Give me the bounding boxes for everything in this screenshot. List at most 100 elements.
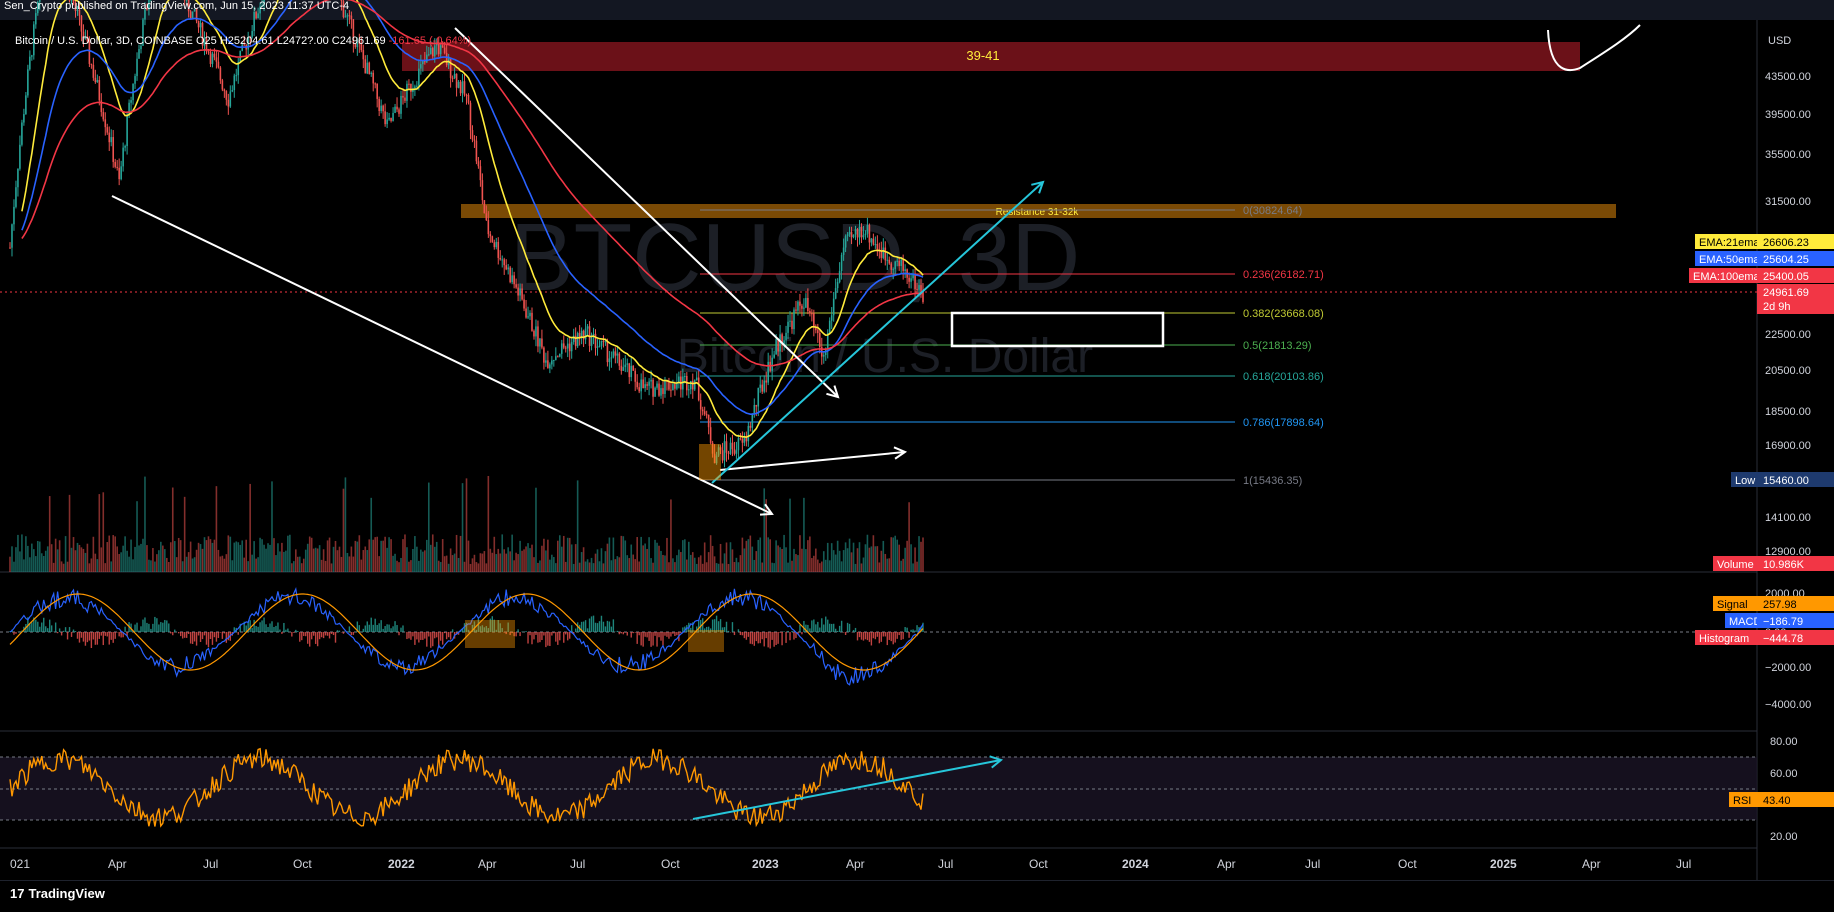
volume-bar — [59, 540, 61, 572]
macd-histogram-bar — [902, 632, 903, 639]
volume-bar — [263, 545, 265, 572]
macd-histogram-bar — [71, 632, 72, 637]
volume-bar — [785, 547, 787, 572]
candle-body — [559, 354, 561, 357]
candle-body — [380, 106, 382, 111]
volume-bar — [662, 555, 664, 572]
volume-bar — [722, 563, 724, 572]
volume-bar — [27, 546, 29, 572]
macd-histogram-bar — [613, 619, 614, 632]
candle-body — [372, 73, 374, 84]
volume-bar — [714, 556, 716, 572]
volume-bar — [110, 561, 112, 572]
macd-histogram-bar — [349, 626, 350, 632]
macd-histogram-bar — [75, 631, 76, 632]
candle-body — [388, 118, 390, 120]
macd-histogram-bar — [305, 632, 306, 636]
macd-histogram-bar — [648, 632, 649, 641]
volume-bar — [791, 561, 793, 572]
candle-body — [492, 236, 494, 242]
volume-bar — [775, 540, 777, 572]
macd-histogram-bar — [49, 620, 50, 632]
candle-body — [434, 45, 436, 56]
candle-body — [619, 354, 621, 366]
volume-bar — [341, 557, 343, 572]
macd-histogram-bar — [285, 630, 286, 632]
price-tick: 16900.00 — [1765, 440, 1811, 452]
volume-bar — [855, 564, 857, 572]
tag-value: 25400.05 — [1763, 271, 1809, 283]
volume-bar — [331, 563, 333, 572]
macd-histogram-bar — [265, 624, 266, 632]
macd-histogram-bar — [791, 631, 792, 632]
candle-body — [795, 310, 797, 311]
macd-histogram-bar — [291, 632, 292, 637]
candle-body — [664, 381, 666, 394]
macd-histogram-bar — [553, 632, 554, 633]
candle-body — [861, 227, 863, 237]
volume-bar — [53, 563, 55, 572]
volume-bar — [807, 540, 809, 572]
candle-body — [527, 316, 529, 317]
volume-bar — [93, 537, 95, 572]
candle-body — [517, 288, 519, 296]
macd-histogram-bar — [51, 625, 52, 632]
candle-body — [869, 225, 871, 243]
macd-histogram-bar — [837, 631, 838, 632]
macd-histogram-bar — [369, 625, 370, 632]
macd-histogram-bar — [865, 632, 866, 639]
volume-bar — [678, 550, 680, 572]
candle-body — [624, 365, 626, 367]
volume-bar — [486, 563, 488, 572]
candle-body — [759, 385, 761, 388]
price-tick: 20500.00 — [1765, 365, 1811, 377]
volume-bar — [904, 548, 906, 572]
macd-histogram-bar — [15, 632, 16, 634]
candle-body — [601, 341, 603, 346]
macd-histogram-bar — [666, 632, 667, 637]
volume-bar — [728, 564, 730, 572]
volume-bar — [902, 559, 904, 572]
macd-histogram-bar — [916, 625, 917, 632]
volume-bar — [686, 560, 688, 572]
macd-histogram-bar — [724, 627, 725, 632]
macd-histogram-bar — [642, 632, 643, 647]
macd-histogram-bar — [787, 631, 788, 632]
macd-histogram-bar — [269, 623, 270, 632]
volume-bar — [390, 539, 392, 572]
tag-label: Volume — [1717, 559, 1754, 571]
macd-histogram-bar — [392, 626, 393, 632]
volume-bar — [218, 550, 220, 572]
candle-body — [801, 306, 803, 309]
volume-bar — [47, 546, 49, 572]
volume-bar — [301, 563, 303, 572]
volume-bar — [180, 540, 182, 572]
macd-histogram-bar — [273, 627, 274, 632]
macd-histogram-bar — [168, 623, 169, 632]
volume-bar — [400, 558, 402, 572]
volume-bar — [694, 558, 696, 572]
macd-histogram-bar — [908, 632, 909, 638]
volume-bar — [295, 549, 297, 572]
volume-bar — [13, 562, 15, 572]
macd-histogram-bar — [617, 631, 618, 632]
candle-body — [563, 343, 565, 347]
volume-bar — [122, 546, 124, 572]
macd-histogram-bar — [73, 630, 74, 632]
volume-bar — [239, 545, 241, 572]
tag-label: EMA:100ema — [1693, 271, 1761, 283]
candle-body — [785, 333, 787, 340]
macd-histogram-bar — [323, 632, 324, 638]
macd-histogram-bar — [394, 621, 395, 632]
candle-body — [892, 269, 894, 270]
price-change: -161.65 (-0.64%) — [389, 35, 472, 47]
macd-histogram-bar — [418, 632, 419, 643]
volume-bar — [311, 538, 313, 572]
volume-bar — [630, 545, 632, 572]
volume-bar — [581, 552, 583, 572]
candle-body — [460, 82, 462, 93]
volume-bar — [900, 561, 902, 572]
macd-histogram-bar — [101, 632, 102, 636]
